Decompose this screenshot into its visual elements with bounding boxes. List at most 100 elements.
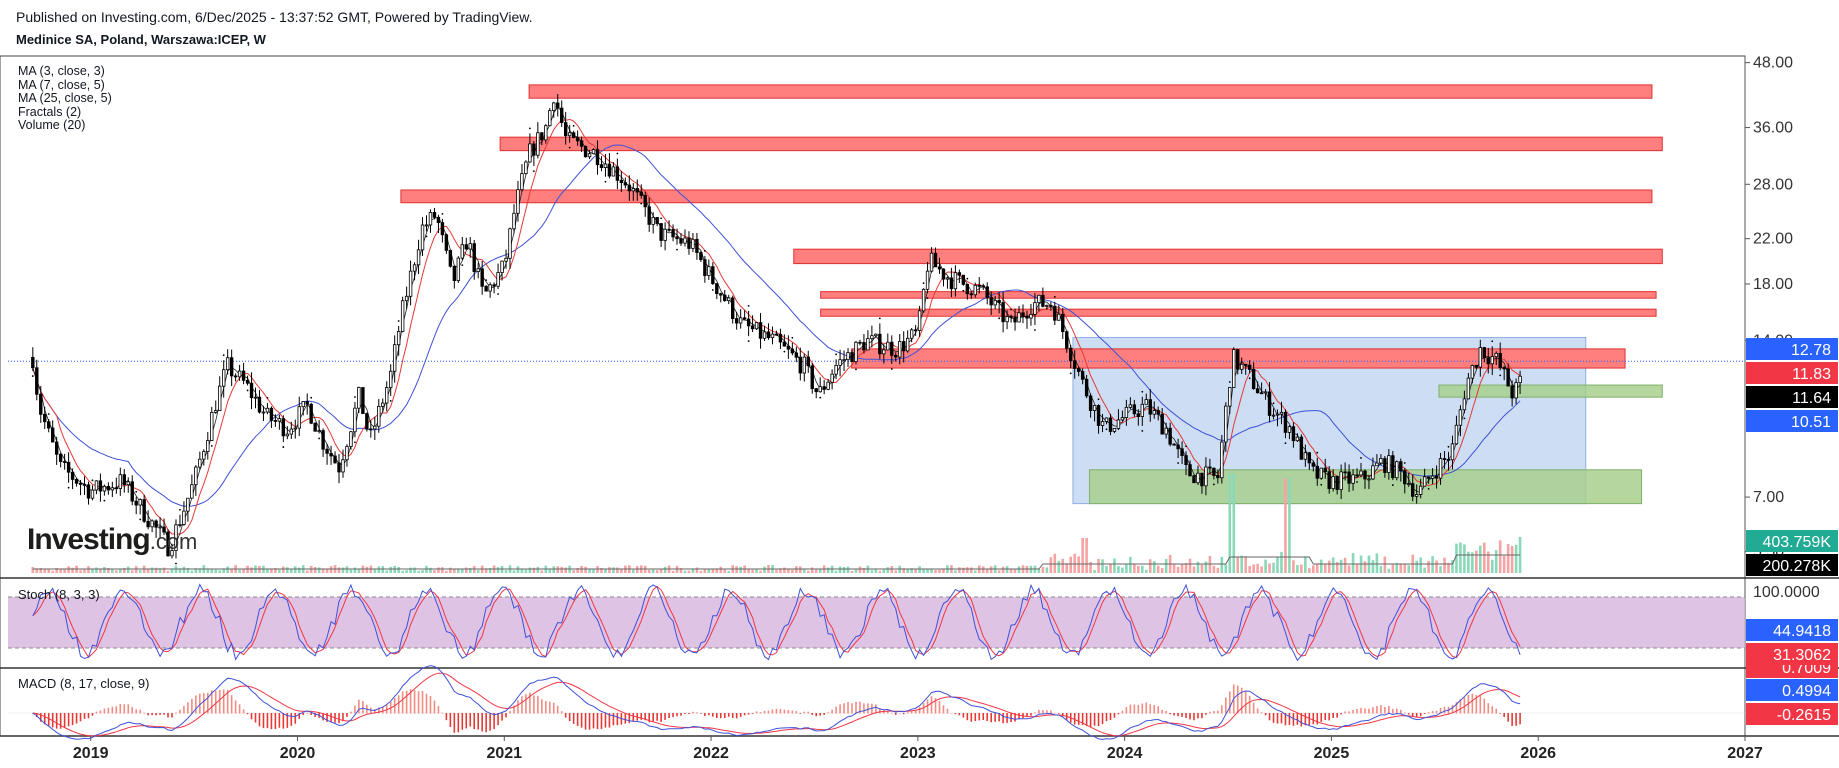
resistance-zone-4[interactable] <box>820 291 1657 299</box>
macd-histogram-bar <box>191 698 193 714</box>
volume-bar <box>468 567 472 573</box>
macd-histogram-bar <box>1503 713 1505 717</box>
fractal-marker <box>1141 430 1144 432</box>
fractal-marker <box>616 152 619 155</box>
time-tick-label: 2024 <box>1107 745 1143 762</box>
candle-body <box>762 331 767 339</box>
candle-body <box>122 474 126 486</box>
candle-body <box>548 110 552 127</box>
price-tick-label: 28.00 <box>1753 176 1793 193</box>
volume-bar <box>1232 473 1236 573</box>
volume-bar <box>282 566 285 573</box>
macd-histogram-bar <box>1439 707 1442 714</box>
volume-bar <box>154 567 158 573</box>
resistance-zone-2[interactable] <box>400 189 1653 204</box>
candle-body <box>575 137 580 142</box>
macd-histogram-bar <box>210 690 213 714</box>
candle-body <box>850 352 854 363</box>
resistance-zone-1[interactable] <box>499 136 1663 152</box>
macd-histogram-bar <box>199 693 201 714</box>
support-zone-0[interactable] <box>1438 384 1663 398</box>
candle-body <box>1208 466 1212 469</box>
macd-histogram-bar <box>982 713 985 720</box>
macd-histogram-bar <box>1014 713 1016 722</box>
indicator-ma-25[interactable]: MA (25, close, 5) <box>18 91 112 105</box>
volume-bar <box>437 567 440 573</box>
macd-histogram-bar <box>1244 691 1247 714</box>
volume-bar <box>902 568 906 573</box>
macd-histogram-bar <box>918 707 921 714</box>
volume-bar <box>305 570 309 573</box>
volume-bar <box>365 566 369 573</box>
fractal-marker <box>461 264 464 267</box>
candle-body <box>206 440 210 452</box>
candle-body <box>707 266 711 276</box>
volume-bar <box>1280 551 1283 573</box>
volume-bar <box>1296 565 1299 573</box>
resistance-zone-0[interactable] <box>528 84 1653 99</box>
macd-histogram-bar <box>71 713 74 726</box>
macd-histogram-bar <box>1153 704 1156 714</box>
macd-histogram-bar <box>1268 713 1271 721</box>
candle-body <box>476 268 480 272</box>
macd-histogram-bar <box>1197 713 1199 719</box>
fractal-marker <box>246 389 249 392</box>
candle-body <box>174 524 178 552</box>
macd-histogram-bar <box>262 713 265 729</box>
macd-histogram-bar <box>517 700 519 714</box>
resistance-zone-5[interactable] <box>820 308 1657 317</box>
stoch-pane-label[interactable]: Stoch (8, 3, 3) <box>18 587 100 602</box>
candle-body <box>703 259 707 276</box>
candle-body <box>870 335 874 340</box>
macd-histogram-bar <box>926 699 929 714</box>
candle-body <box>929 252 934 272</box>
indicator-fractals[interactable]: Fractals (2) <box>18 104 82 119</box>
candle-body <box>615 166 620 181</box>
candle-body <box>695 238 699 253</box>
volume-bar <box>317 567 321 573</box>
support-zone-1[interactable] <box>1088 469 1643 505</box>
macd-pane-label[interactable]: MACD (8, 17, close, 9) <box>18 676 150 691</box>
macd-histogram-bar <box>63 713 66 728</box>
volume-bar <box>775 569 778 573</box>
resistance-zone-3[interactable] <box>793 248 1663 265</box>
indicator-volume[interactable]: Volume (20) <box>18 118 86 132</box>
indicator-ma-7[interactable]: MA (7, close, 5) <box>18 77 105 92</box>
macd-histogram-bar <box>489 713 491 731</box>
fractal-marker <box>485 279 488 282</box>
volume-bar <box>1105 566 1108 573</box>
candle-body <box>31 356 35 369</box>
macd-histogram-bar <box>783 709 786 714</box>
volume-bar <box>874 569 878 573</box>
volume-bar <box>711 569 715 573</box>
macd-histogram-bar <box>246 713 249 715</box>
volume-bar <box>755 568 758 573</box>
volume-bar <box>938 569 941 573</box>
macd-histogram-bar <box>604 713 607 728</box>
candle-body <box>281 418 286 437</box>
macd-histogram-bar <box>735 713 738 719</box>
fractal-marker <box>640 202 643 205</box>
candle-body <box>1343 471 1347 474</box>
candle-body <box>86 484 91 499</box>
candle-body <box>579 140 584 147</box>
fractal-marker <box>1356 481 1358 483</box>
macd-histogram-bar <box>505 713 507 718</box>
indicator-ma-3[interactable]: MA (3, close, 3) <box>18 64 105 78</box>
volume-bar <box>1498 540 1502 573</box>
candle-body <box>567 132 572 137</box>
volume-bar <box>162 567 166 573</box>
candle-body <box>424 224 429 227</box>
macd-histogram-bar <box>1459 699 1462 714</box>
candle-body <box>782 341 787 347</box>
candle-body <box>937 266 942 270</box>
candle-body <box>595 149 600 166</box>
volume-bar <box>134 566 138 573</box>
macd-histogram-bar <box>759 712 762 714</box>
macd-histogram-bar <box>1479 695 1482 714</box>
macd-histogram-bar <box>954 713 957 715</box>
volume-bar <box>210 568 214 573</box>
price-tick-label: 22.00 <box>1753 231 1793 248</box>
fractal-marker <box>532 170 535 173</box>
